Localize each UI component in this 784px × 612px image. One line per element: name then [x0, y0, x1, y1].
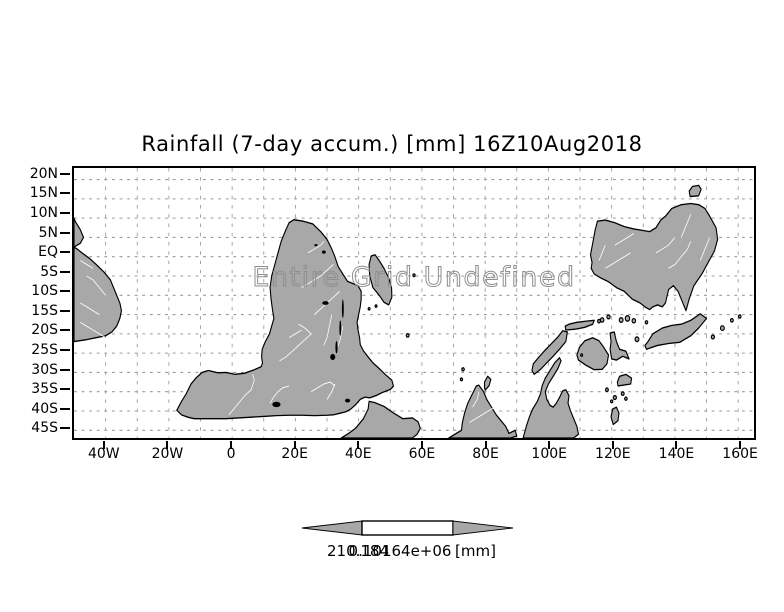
- x-tick-mark-160e: [739, 441, 742, 449]
- y-tick-mark-10s: [60, 290, 70, 293]
- landmass-sumatra: [531, 330, 568, 376]
- y-tick-mark-35s: [60, 388, 70, 391]
- y-tick-label-35s: 35S: [31, 381, 58, 398]
- map-lakes: [272, 243, 351, 408]
- landmass-philippines-luzon: [610, 406, 620, 426]
- y-tick-mark-45s: [60, 427, 70, 430]
- colorbar-arrow-left: [301, 520, 363, 536]
- y-tick-mark-5n: [60, 231, 70, 234]
- colorbar-units-label: [mm]: [455, 542, 496, 560]
- y-tick-label-20n: 20N: [29, 165, 58, 182]
- colorbar-arrow-right: [452, 520, 514, 536]
- x-tick-label-120e: 120E: [595, 446, 631, 462]
- x-tick-label-40w: 40W: [87, 446, 120, 462]
- y-tick-mark-5s: [60, 270, 70, 273]
- landmass-small-islands: [367, 273, 742, 404]
- y-tick-mark-30s: [60, 368, 70, 371]
- landmass-new-guinea: [644, 313, 708, 350]
- colorbar-swatches: [301, 520, 514, 536]
- landmass-south-america-south: [74, 217, 85, 248]
- landmass-java: [564, 319, 595, 331]
- y-tick-mark-25s: [60, 348, 70, 351]
- y-tick-mark-20s: [60, 329, 70, 332]
- x-tick-label-160e: 160E: [722, 446, 758, 462]
- y-tick-label-5n: 5N: [38, 224, 58, 241]
- y-tick-label-10n: 10N: [29, 204, 58, 221]
- y-tick-mark-10n: [60, 211, 70, 214]
- x-tick-mark-40w: [102, 441, 105, 449]
- y-tick-label-5s: 5S: [40, 263, 58, 280]
- landmass-borneo: [576, 337, 610, 371]
- y-tick-label-10s: 10S: [31, 283, 58, 300]
- landmass-arabia: [340, 400, 421, 438]
- y-tick-mark-40s: [60, 407, 70, 410]
- colorbar-box-center: [361, 520, 454, 536]
- y-tick-mark-20n: [60, 172, 70, 175]
- landmass-tasmania: [688, 184, 702, 198]
- x-tick-mark-100e: [548, 441, 551, 449]
- y-tick-label-eq: EQ: [38, 244, 58, 261]
- y-tick-label-15s: 15S: [31, 302, 58, 319]
- x-tick-label-80e: 80E: [472, 446, 499, 462]
- y-tick-label-30s: 30S: [31, 361, 58, 378]
- world-map: [74, 168, 754, 438]
- y-tick-mark-15n: [60, 192, 70, 195]
- landmass-india: [448, 384, 518, 438]
- x-tick-mark-80e: [484, 441, 487, 449]
- x-tick-label-20w: 20W: [151, 446, 184, 462]
- x-tick-label-140e: 140E: [658, 446, 695, 462]
- x-tick-label-40e: 40E: [344, 446, 372, 462]
- x-tick-label-20e: 20E: [281, 446, 309, 462]
- landmass-south-america: [74, 246, 122, 343]
- colorbar[interactable]: [300, 516, 515, 566]
- colorbar-tick-label-right: 0.10164e+06: [348, 542, 452, 560]
- x-tick-label-0: 0: [226, 446, 236, 462]
- x-tick-mark-60e: [420, 441, 423, 449]
- x-tick-mark-40e: [357, 441, 360, 449]
- landmass-indochina: [522, 357, 580, 438]
- x-tick-mark-140e: [675, 441, 678, 449]
- map-landmasses: [74, 184, 742, 438]
- x-tick-mark-0: [230, 441, 233, 449]
- landmass-sulawesi: [609, 331, 630, 361]
- x-tick-label-60e: 60E: [408, 446, 436, 462]
- map-plot-area[interactable]: [72, 166, 756, 440]
- map-rivers: [80, 214, 711, 424]
- colorbar-tick-label-left: 210.184: [326, 542, 390, 560]
- x-tick-mark-20e: [293, 441, 296, 449]
- y-tick-label-25s: 25S: [31, 341, 58, 358]
- y-tick-label-45s: 45S: [31, 420, 58, 437]
- landmass-africa: [176, 219, 394, 420]
- landmass-madagascar: [368, 254, 393, 306]
- y-tick-mark-15s: [60, 309, 70, 312]
- landmass-philippines-mindanao: [616, 373, 633, 387]
- y-tick-label-20s: 20S: [31, 322, 58, 339]
- page-title: Rainfall (7-day accum.) [mm] 16Z10Aug201…: [141, 132, 643, 156]
- x-tick-label-100e: 100E: [531, 446, 567, 462]
- y-tick-mark-eq: [60, 251, 70, 254]
- landmass-sri-lanka: [483, 375, 492, 391]
- y-tick-label-40s: 40S: [31, 400, 58, 417]
- x-tick-mark-120e: [611, 441, 614, 449]
- x-tick-mark-20w: [166, 441, 169, 449]
- landmass-australia: [589, 202, 719, 312]
- y-tick-label-15n: 15N: [29, 185, 58, 202]
